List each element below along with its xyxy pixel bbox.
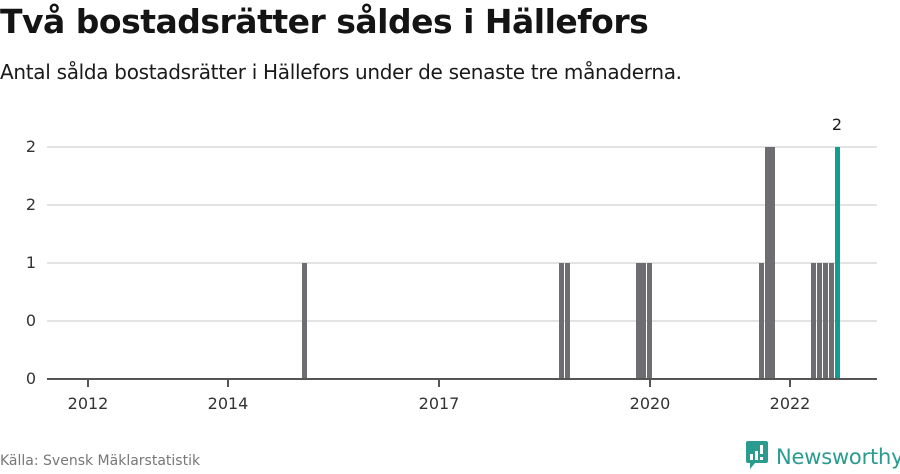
bar bbox=[817, 263, 822, 379]
brand-name: Newsworthy bbox=[776, 445, 900, 469]
y-tick-label: 2 bbox=[25, 195, 36, 214]
bar-chart: 2 2 1 0 0 2 2012 2014 2017 2020 2022 bbox=[0, 100, 900, 430]
chart-subtitle: Antal sålda bostadsrätter i Hällefors un… bbox=[0, 60, 682, 84]
x-tick-label: 2012 bbox=[67, 394, 109, 413]
bar bbox=[823, 263, 828, 379]
brand-logo: Newsworthy bbox=[745, 440, 900, 474]
bar bbox=[636, 263, 641, 379]
bar bbox=[641, 263, 646, 379]
x-tick-label: 2017 bbox=[418, 394, 460, 413]
highlight-bar-label: 2 bbox=[831, 115, 843, 134]
bar bbox=[770, 147, 775, 379]
x-tick-label: 2014 bbox=[207, 394, 249, 413]
x-tick bbox=[789, 380, 791, 387]
gridline bbox=[47, 320, 877, 322]
newsworthy-logo-icon bbox=[745, 440, 769, 474]
bar bbox=[302, 263, 307, 379]
bar bbox=[765, 147, 770, 379]
x-tick-label: 2022 bbox=[769, 394, 811, 413]
y-tick-label: 2 bbox=[25, 137, 36, 156]
bar bbox=[647, 263, 652, 379]
bar bbox=[559, 263, 564, 379]
x-tick-label: 2020 bbox=[629, 394, 671, 413]
chart-title: Två bostadsrätter såldes i Hällefors bbox=[0, 2, 649, 41]
y-tick-label: 1 bbox=[25, 253, 36, 272]
y-tick-label: 0 bbox=[25, 369, 36, 388]
bar bbox=[759, 263, 764, 379]
x-tick bbox=[649, 380, 651, 387]
y-tick-label: 0 bbox=[25, 311, 36, 330]
highlight-bar bbox=[835, 147, 840, 379]
gridline bbox=[47, 204, 877, 206]
x-tick bbox=[438, 380, 440, 387]
x-axis-line bbox=[47, 378, 877, 380]
bar bbox=[829, 263, 834, 379]
bar bbox=[811, 263, 816, 379]
bar bbox=[565, 263, 570, 379]
gridline bbox=[47, 262, 877, 264]
source-note: Källa: Svensk Mäklarstatistik bbox=[0, 453, 201, 469]
gridline bbox=[47, 146, 877, 148]
x-tick bbox=[227, 380, 229, 387]
x-tick bbox=[87, 380, 89, 387]
